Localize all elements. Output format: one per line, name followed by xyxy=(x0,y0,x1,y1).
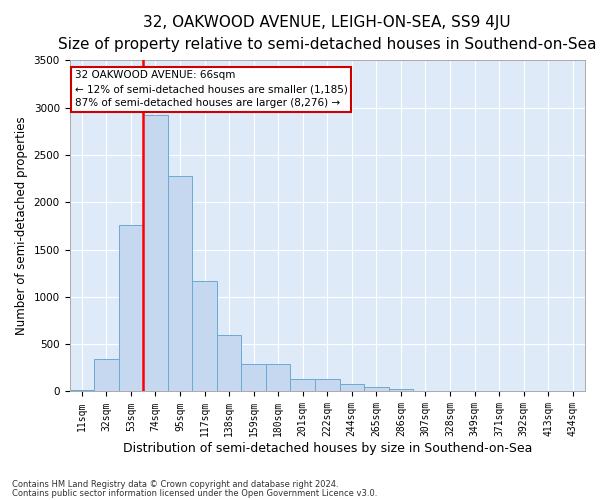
Bar xyxy=(94,360,119,392)
Bar xyxy=(217,334,241,392)
Bar xyxy=(119,225,143,392)
Text: Contains HM Land Registry data © Crown copyright and database right 2024.: Contains HM Land Registry data © Crown c… xyxy=(12,480,338,489)
Bar xyxy=(315,379,340,392)
Bar xyxy=(340,384,364,392)
Text: 32 OAKWOOD AVENUE: 66sqm
← 12% of semi-detached houses are smaller (1,185)
87% o: 32 OAKWOOD AVENUE: 66sqm ← 12% of semi-d… xyxy=(74,70,347,108)
Bar xyxy=(438,390,462,392)
Bar xyxy=(241,364,266,392)
Bar xyxy=(364,386,389,392)
Bar xyxy=(266,364,290,392)
Y-axis label: Number of semi-detached properties: Number of semi-detached properties xyxy=(15,116,28,335)
X-axis label: Distribution of semi-detached houses by size in Southend-on-Sea: Distribution of semi-detached houses by … xyxy=(122,442,532,455)
Bar xyxy=(70,390,94,392)
Bar xyxy=(389,388,413,392)
Bar xyxy=(290,379,315,392)
Text: Contains public sector information licensed under the Open Government Licence v3: Contains public sector information licen… xyxy=(12,488,377,498)
Bar xyxy=(192,281,217,392)
Bar xyxy=(168,176,192,392)
Bar xyxy=(143,115,168,392)
Bar xyxy=(413,390,438,392)
Title: 32, OAKWOOD AVENUE, LEIGH-ON-SEA, SS9 4JU
Size of property relative to semi-deta: 32, OAKWOOD AVENUE, LEIGH-ON-SEA, SS9 4J… xyxy=(58,15,596,52)
